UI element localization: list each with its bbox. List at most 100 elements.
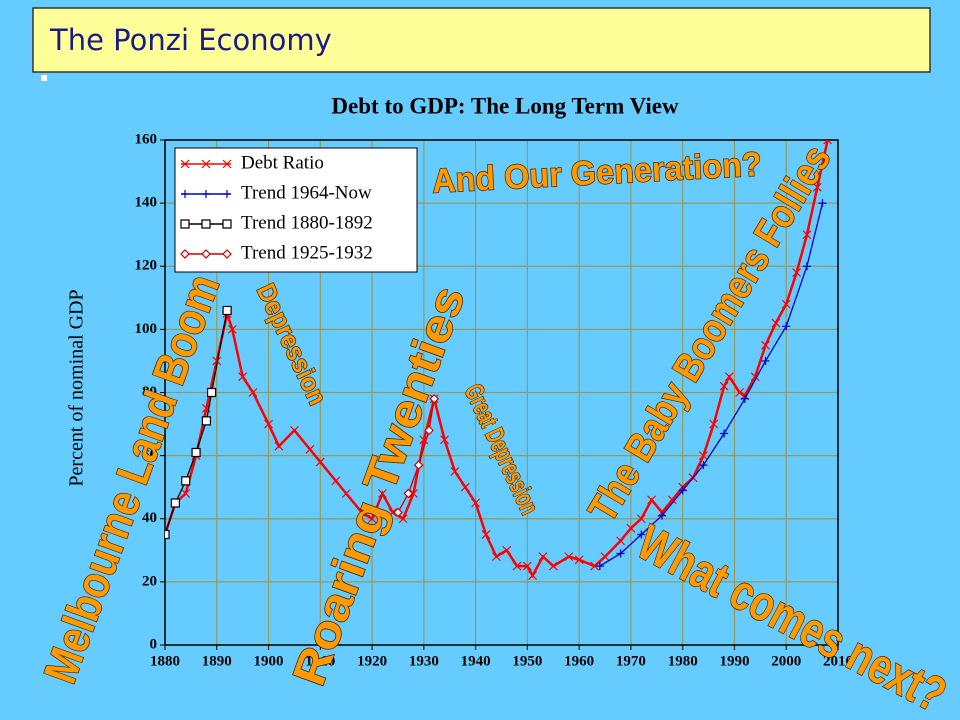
x-tick-label: 1940 (461, 653, 491, 669)
marker (460, 482, 470, 492)
legend-label: Trend 1964-Now (241, 182, 372, 203)
marker (481, 530, 491, 539)
marker (491, 552, 501, 562)
marker (802, 230, 812, 240)
marker (595, 562, 604, 571)
marker (667, 495, 677, 505)
y-tick-label: 100 (135, 321, 158, 337)
marker (305, 444, 315, 454)
y-axis-label: Percent of nominal GDP (66, 289, 88, 486)
y-tick-label: 120 (135, 258, 158, 274)
marker (378, 489, 387, 498)
marker (274, 441, 284, 451)
slide-title: The Ponzi Economy (49, 23, 332, 57)
y-tick-label: 160 (135, 131, 158, 147)
marker (264, 419, 273, 429)
y-tick-label: 140 (135, 195, 158, 211)
x-tick-label: 1950 (512, 653, 542, 669)
marker (698, 451, 708, 461)
marker (440, 435, 449, 445)
marker (367, 514, 377, 524)
legend-label: Debt Ratio (241, 152, 324, 173)
y-tick-label: 0 (150, 636, 158, 652)
x-tick-label: 1920 (357, 653, 387, 669)
marker (637, 530, 646, 539)
header-box (32, 7, 931, 73)
marker (212, 356, 222, 366)
marker (574, 555, 584, 565)
marker (409, 489, 418, 498)
x-tick-label: 1900 (254, 653, 284, 669)
legend-box (174, 147, 418, 273)
marker (616, 536, 625, 546)
marker (740, 394, 749, 403)
x-tick-label: 1970 (616, 653, 646, 669)
x-tick-label: 2000 (771, 653, 801, 669)
marker (771, 318, 781, 328)
marker (403, 488, 414, 499)
marker (471, 498, 481, 508)
bullet (41, 75, 47, 81)
marker (720, 429, 729, 438)
x-tick-label: 1990 (719, 653, 749, 669)
marker (289, 425, 299, 435)
marker (600, 552, 610, 562)
chart-title: Debt to GDP: The Long Term View (331, 93, 679, 118)
marker (429, 393, 440, 404)
marker (735, 388, 745, 397)
marker (781, 299, 791, 309)
marker (792, 268, 802, 277)
y-tick-label: 40 (142, 510, 157, 526)
marker (222, 219, 232, 229)
marker (709, 419, 719, 429)
marker (647, 495, 657, 505)
marker (522, 561, 532, 571)
marker (181, 476, 191, 486)
marker (564, 552, 574, 562)
marker (223, 190, 231, 198)
x-tick-label: 2010 (823, 653, 853, 669)
marker (782, 322, 791, 331)
marker (180, 159, 190, 169)
x-tick-label: 1880 (150, 653, 180, 669)
marker (388, 508, 398, 517)
marker (201, 416, 212, 426)
marker (181, 489, 191, 498)
marker (222, 305, 232, 316)
marker (201, 159, 211, 169)
x-tick-label: 1930 (409, 653, 439, 669)
marker (590, 561, 600, 571)
marker (699, 461, 708, 470)
marker (538, 552, 548, 562)
x-tick-label: 1910 (305, 653, 335, 669)
marker (191, 447, 201, 458)
marker (528, 571, 537, 580)
marker (398, 514, 408, 524)
marker (512, 561, 522, 571)
marker (502, 545, 512, 555)
marker (719, 381, 729, 391)
marker (222, 159, 232, 169)
marker (201, 219, 211, 229)
marker (341, 489, 351, 498)
marker (450, 466, 460, 476)
marker (657, 511, 666, 520)
marker (802, 262, 811, 271)
x-tick-label: 1960 (564, 653, 594, 669)
legend-label: Trend 1880-1892 (241, 212, 373, 233)
y-tick-label: 20 (142, 573, 157, 589)
marker (315, 457, 325, 467)
y-tick-label: 80 (142, 384, 157, 400)
marker (424, 425, 434, 436)
marker (180, 219, 190, 229)
series-line (599, 202, 824, 567)
plot-frame (164, 139, 839, 646)
marker (761, 356, 770, 365)
marker (181, 190, 189, 198)
marker (823, 140, 833, 145)
x-tick-label: 1980 (668, 653, 698, 669)
marker (202, 190, 210, 198)
marker (227, 324, 237, 334)
